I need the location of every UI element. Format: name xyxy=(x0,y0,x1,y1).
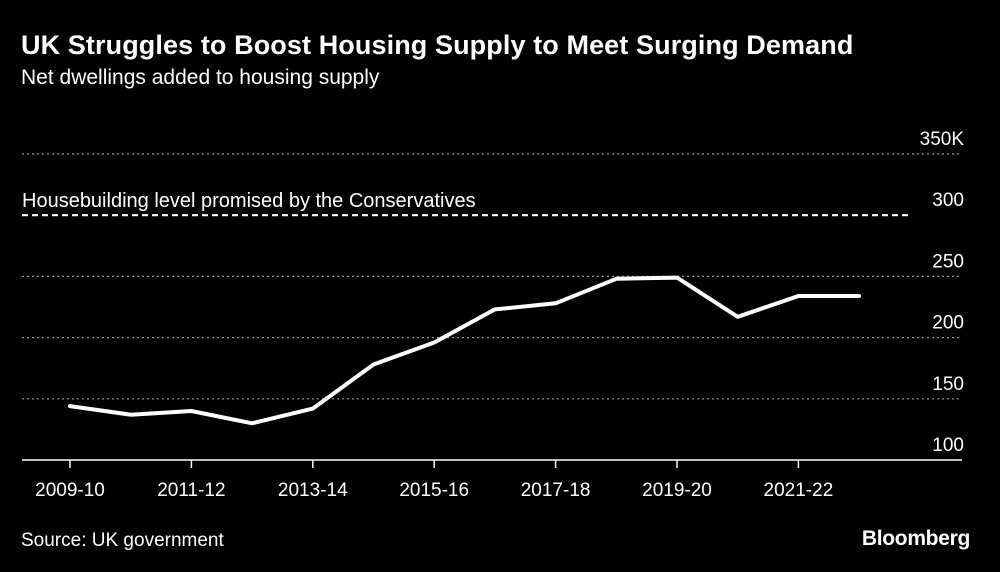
y-tick-label: 200 xyxy=(932,313,964,334)
x-tick-labels: 2009-10 2011-12 2013-14 2015-16 2017-18 2019-… xyxy=(35,480,833,501)
x-tick-label: 2009-10 xyxy=(35,480,105,501)
y-tick-label: 100 xyxy=(932,435,964,456)
reference-line-label: Housebuilding level promised by the Cons… xyxy=(22,190,476,212)
series-group xyxy=(68,275,862,426)
chart-title: UK Struggles to Boost Housing Supply to … xyxy=(21,30,854,60)
series-line xyxy=(68,275,862,426)
x-axis xyxy=(22,459,962,468)
y-axis: 350K 300 250 200 150 100 xyxy=(920,129,965,456)
x-tick-label: 2019-20 xyxy=(642,480,712,501)
x-tick-label: 2011-12 xyxy=(157,480,225,501)
y-tick-label: 350K xyxy=(920,129,965,150)
chart-subtitle: Net dwellings added to housing supply xyxy=(21,66,380,89)
gridlines xyxy=(22,153,962,400)
y-tick-label: 300 xyxy=(932,190,964,211)
source-note: Source: UK government xyxy=(21,530,224,551)
y-tick-label: 250 xyxy=(932,251,964,272)
x-tick-label: 2015-16 xyxy=(399,480,469,501)
reference-line-group: Housebuilding level promised by the Cons… xyxy=(22,190,908,217)
y-tick-label: 150 xyxy=(932,374,964,395)
x-tick-label: 2013-14 xyxy=(278,480,348,501)
x-tick-label: 2017-18 xyxy=(521,480,591,501)
x-tick-label: 2021-22 xyxy=(764,480,834,501)
bloomberg-logo: Bloomberg xyxy=(861,527,970,550)
